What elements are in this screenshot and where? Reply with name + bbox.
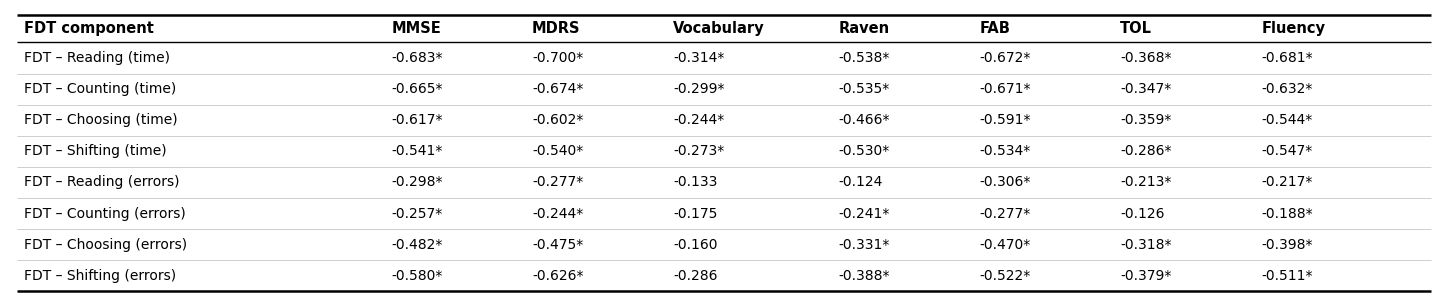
Text: FDT – Choosing (time): FDT – Choosing (time) (24, 113, 178, 127)
Text: -0.632*: -0.632* (1261, 82, 1313, 96)
Text: -0.160: -0.160 (673, 238, 718, 252)
Text: -0.244*: -0.244* (673, 113, 725, 127)
Text: -0.547*: -0.547* (1261, 144, 1313, 158)
Text: -0.541*: -0.541* (391, 144, 443, 158)
Text: FDT – Choosing (errors): FDT – Choosing (errors) (24, 238, 187, 252)
Text: -0.674*: -0.674* (532, 82, 584, 96)
Text: -0.475*: -0.475* (532, 238, 584, 252)
Text: TOL: TOL (1120, 21, 1152, 36)
Text: -0.540*: -0.540* (532, 144, 584, 158)
Text: -0.331*: -0.331* (838, 238, 890, 252)
Text: -0.398*: -0.398* (1261, 238, 1313, 252)
Text: -0.544*: -0.544* (1261, 113, 1313, 127)
Text: -0.580*: -0.580* (391, 269, 443, 283)
Text: -0.681*: -0.681* (1261, 51, 1313, 65)
Text: -0.617*: -0.617* (391, 113, 443, 127)
Text: -0.286: -0.286 (673, 269, 718, 283)
Text: -0.671*: -0.671* (979, 82, 1031, 96)
Text: -0.626*: -0.626* (532, 269, 584, 283)
Text: Fluency: Fluency (1261, 21, 1326, 36)
Text: -0.602*: -0.602* (532, 113, 584, 127)
Text: -0.470*: -0.470* (979, 238, 1031, 252)
Text: FDT – Shifting (time): FDT – Shifting (time) (24, 144, 167, 158)
Text: Raven: Raven (838, 21, 890, 36)
Text: -0.244*: -0.244* (532, 207, 584, 220)
Text: -0.368*: -0.368* (1120, 51, 1172, 65)
Text: -0.511*: -0.511* (1261, 269, 1313, 283)
Text: -0.482*: -0.482* (391, 238, 443, 252)
Text: -0.298*: -0.298* (391, 175, 443, 189)
Text: -0.388*: -0.388* (838, 269, 890, 283)
Text: -0.306*: -0.306* (979, 175, 1031, 189)
Text: -0.277*: -0.277* (979, 207, 1031, 220)
Text: -0.314*: -0.314* (673, 51, 725, 65)
Text: -0.591*: -0.591* (979, 113, 1031, 127)
Text: MDRS: MDRS (532, 21, 581, 36)
Text: -0.700*: -0.700* (532, 51, 584, 65)
Text: -0.299*: -0.299* (673, 82, 725, 96)
Text: FDT – Counting (time): FDT – Counting (time) (24, 82, 177, 96)
Text: -0.672*: -0.672* (979, 51, 1031, 65)
Text: -0.535*: -0.535* (838, 82, 890, 96)
Text: -0.273*: -0.273* (673, 144, 725, 158)
Text: -0.124: -0.124 (838, 175, 883, 189)
Text: FDT – Reading (time): FDT – Reading (time) (24, 51, 171, 65)
Text: FAB: FAB (979, 21, 1009, 36)
Text: -0.126: -0.126 (1120, 207, 1165, 220)
Text: -0.665*: -0.665* (391, 82, 443, 96)
Text: -0.277*: -0.277* (532, 175, 584, 189)
Text: -0.213*: -0.213* (1120, 175, 1172, 189)
Text: FDT – Reading (errors): FDT – Reading (errors) (24, 175, 180, 189)
Text: FDT – Shifting (errors): FDT – Shifting (errors) (24, 269, 177, 283)
Text: MMSE: MMSE (391, 21, 441, 36)
Text: -0.133: -0.133 (673, 175, 718, 189)
Text: -0.530*: -0.530* (838, 144, 890, 158)
Text: FDT component: FDT component (24, 21, 154, 36)
Text: Vocabulary: Vocabulary (673, 21, 765, 36)
Text: -0.347*: -0.347* (1120, 82, 1172, 96)
Text: -0.379*: -0.379* (1120, 269, 1172, 283)
Text: -0.466*: -0.466* (838, 113, 890, 127)
Text: -0.217*: -0.217* (1261, 175, 1313, 189)
Text: -0.683*: -0.683* (391, 51, 443, 65)
Text: -0.257*: -0.257* (391, 207, 443, 220)
Text: -0.522*: -0.522* (979, 269, 1031, 283)
Text: FDT – Counting (errors): FDT – Counting (errors) (24, 207, 186, 220)
Text: -0.359*: -0.359* (1120, 113, 1172, 127)
Text: -0.538*: -0.538* (838, 51, 890, 65)
Text: -0.188*: -0.188* (1261, 207, 1313, 220)
Text: -0.286*: -0.286* (1120, 144, 1172, 158)
Text: -0.175: -0.175 (673, 207, 718, 220)
Text: -0.534*: -0.534* (979, 144, 1031, 158)
Text: -0.318*: -0.318* (1120, 238, 1172, 252)
Text: -0.241*: -0.241* (838, 207, 890, 220)
